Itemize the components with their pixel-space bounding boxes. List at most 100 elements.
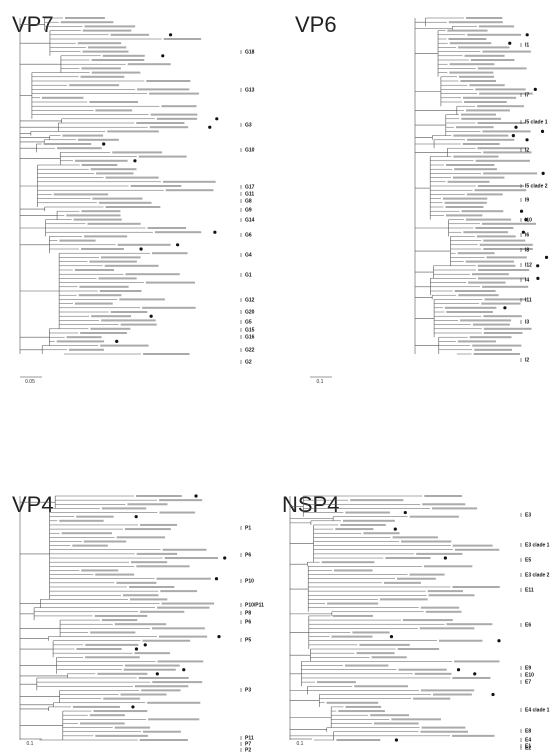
leaf-marker [134, 647, 139, 651]
leaf-label [461, 210, 504, 213]
clade-label: E1 [525, 743, 531, 749]
clade-label: E5 [525, 557, 531, 563]
leaf-label [93, 710, 148, 713]
clade-label: I2 [525, 357, 529, 363]
leaf-label [448, 21, 503, 24]
leaf-label [472, 344, 522, 347]
leaf-label [154, 231, 202, 234]
leaf-label [464, 101, 507, 103]
leaf-label [140, 523, 177, 526]
leaf-label [143, 353, 190, 355]
leaf-marker [525, 138, 529, 142]
leaf-label [100, 344, 149, 347]
leaf-label [370, 714, 409, 717]
leaf-label [84, 235, 128, 238]
clade-label: I11 [525, 297, 532, 303]
leaf-label [85, 656, 140, 659]
leaf-label [136, 495, 182, 497]
leaf-label [469, 84, 505, 87]
clade-label: E10 [525, 672, 534, 678]
leaf-marker [102, 142, 106, 146]
leaf-marker [536, 276, 540, 280]
leaf-label [148, 718, 200, 721]
leaf-label [470, 59, 515, 61]
leaf-label [158, 635, 208, 638]
leaf-label [478, 269, 530, 271]
leaf-label [161, 602, 215, 605]
leaf-label [477, 277, 527, 280]
clade-label: E4 clade 1 [525, 707, 550, 713]
leaf-label [475, 227, 514, 229]
leaf-label [56, 340, 105, 343]
leaf-label [130, 185, 182, 187]
clade-label: G14 [245, 217, 255, 223]
leaf-label [137, 88, 190, 91]
leaf-label [101, 619, 138, 622]
leaf-label [336, 739, 381, 741]
leaf-label [486, 256, 527, 259]
leaf-label [98, 277, 137, 280]
leaf-label [77, 42, 122, 45]
leaf-label [81, 210, 121, 213]
leaf-label [449, 63, 495, 66]
leaf-label [424, 565, 473, 568]
leaf-label [454, 290, 496, 292]
clade-label: P10/P11 [245, 602, 264, 608]
leaf-label [413, 697, 451, 700]
leaf-label [160, 590, 198, 593]
leaf-label [350, 499, 404, 502]
leaf-label [424, 495, 463, 497]
leaf-label [420, 606, 460, 609]
leaf-marker [521, 230, 525, 234]
leaf-label [373, 722, 419, 725]
leaf-label [74, 269, 115, 271]
panel-title: VP4 [12, 492, 54, 517]
leaf-label [452, 676, 491, 679]
leaf-label [104, 264, 159, 267]
leaf-marker [115, 339, 119, 343]
leaf-label [446, 623, 493, 626]
clade-label: I9 [525, 197, 529, 203]
leaf-marker [511, 134, 515, 138]
leaf-label [457, 252, 495, 255]
leaf-marker [194, 494, 198, 498]
leaf-label [477, 67, 527, 70]
leaf-label [157, 606, 210, 609]
leaf-label [162, 548, 207, 551]
leaf-label [74, 159, 128, 162]
leaf-label [123, 668, 176, 671]
clade-label: P6 [245, 552, 251, 558]
leaf-marker [443, 556, 447, 560]
leaf-label [57, 147, 102, 150]
leaf-label [354, 685, 408, 688]
leaf-label [447, 29, 488, 32]
leaf-marker [149, 314, 153, 318]
leaf-label [452, 734, 495, 737]
clade-label: I5 clade 1 [525, 119, 548, 125]
clade-label: G11 [245, 191, 254, 197]
leaf-label [397, 648, 440, 651]
clade-label: I1 [525, 42, 529, 48]
leaf-label [139, 739, 188, 741]
leaf-label [433, 693, 472, 696]
leaf-label [117, 243, 171, 246]
leaf-marker [394, 738, 399, 742]
leaf-label [465, 218, 512, 221]
leaf-marker [143, 643, 147, 647]
leaf-label [95, 109, 133, 112]
leaf-label [421, 726, 466, 729]
leaf-label [449, 42, 492, 45]
leaf-marker [182, 668, 186, 672]
leaf-label [82, 50, 129, 53]
leaf-label [107, 130, 159, 133]
clade-label: E9 [525, 665, 531, 671]
leaf-marker [456, 668, 461, 672]
leaf-label [356, 652, 395, 655]
leaf-label [141, 689, 181, 692]
leaf-label [342, 519, 395, 522]
leaf-marker [223, 556, 227, 560]
clade-label: E3 clade 2 [525, 572, 550, 578]
leaf-label [371, 656, 407, 659]
clade-label: E3 [525, 512, 531, 518]
leaf-label [84, 25, 136, 28]
